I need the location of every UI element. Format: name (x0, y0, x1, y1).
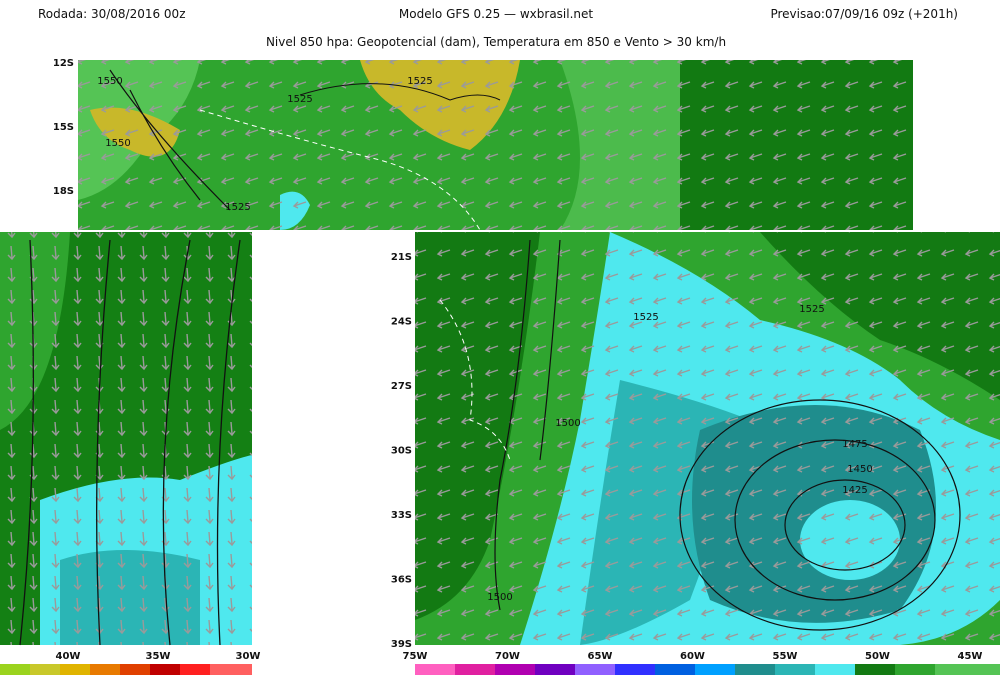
lat-label: 24S (391, 317, 412, 328)
lat-label: 21S (391, 252, 412, 263)
lat-label: 18S (53, 186, 74, 197)
contour-label: 1450 (847, 464, 872, 475)
lat-label: 27S (391, 381, 412, 392)
top-panel (78, 60, 913, 231)
contour-label: 1525 (407, 76, 432, 87)
lon-label: 65W (588, 651, 613, 662)
contour-label: 1525 (287, 94, 312, 105)
contour-label: 1500 (487, 592, 512, 603)
contour-label: 1425 (842, 485, 867, 496)
lat-label: 12S (53, 58, 74, 69)
lat-label: 36S (391, 575, 412, 586)
contour-label: 1550 (97, 76, 122, 87)
lat-label: 30S (391, 446, 412, 457)
lon-label: 70W (495, 651, 520, 662)
lat-label: 15S (53, 122, 74, 133)
contour-label: 1525 (633, 312, 658, 323)
lon-label: 55W (773, 651, 798, 662)
lon-label: 40W (56, 651, 81, 662)
contour-label: 1500 (555, 418, 580, 429)
left-panel (0, 232, 252, 646)
contour-label: 1525 (225, 202, 250, 213)
contour-label: 1475 (842, 439, 867, 450)
lon-label: 30W (236, 651, 261, 662)
lon-label: 75W (403, 651, 428, 662)
lon-label: 35W (146, 651, 171, 662)
subtitle: Nivel 850 hpa: Geopotencial (dam), Tempe… (266, 35, 726, 49)
lat-label: 39S (391, 639, 412, 650)
lon-label: 60W (680, 651, 705, 662)
run-label: Rodada: 30/08/2016 00z (38, 7, 186, 21)
forecast-label: Previsao:07/09/16 09z (+201h) (770, 7, 958, 21)
contour-label: 1525 (799, 304, 824, 315)
model-label: Modelo GFS 0.25 — wxbrasil.net (399, 7, 593, 21)
colorbar (0, 664, 1000, 675)
main-panel (415, 232, 1000, 645)
lat-label: 33S (391, 510, 412, 521)
lon-label: 50W (865, 651, 890, 662)
contour-label: 1550 (105, 138, 130, 149)
lon-label: 45W (958, 651, 983, 662)
